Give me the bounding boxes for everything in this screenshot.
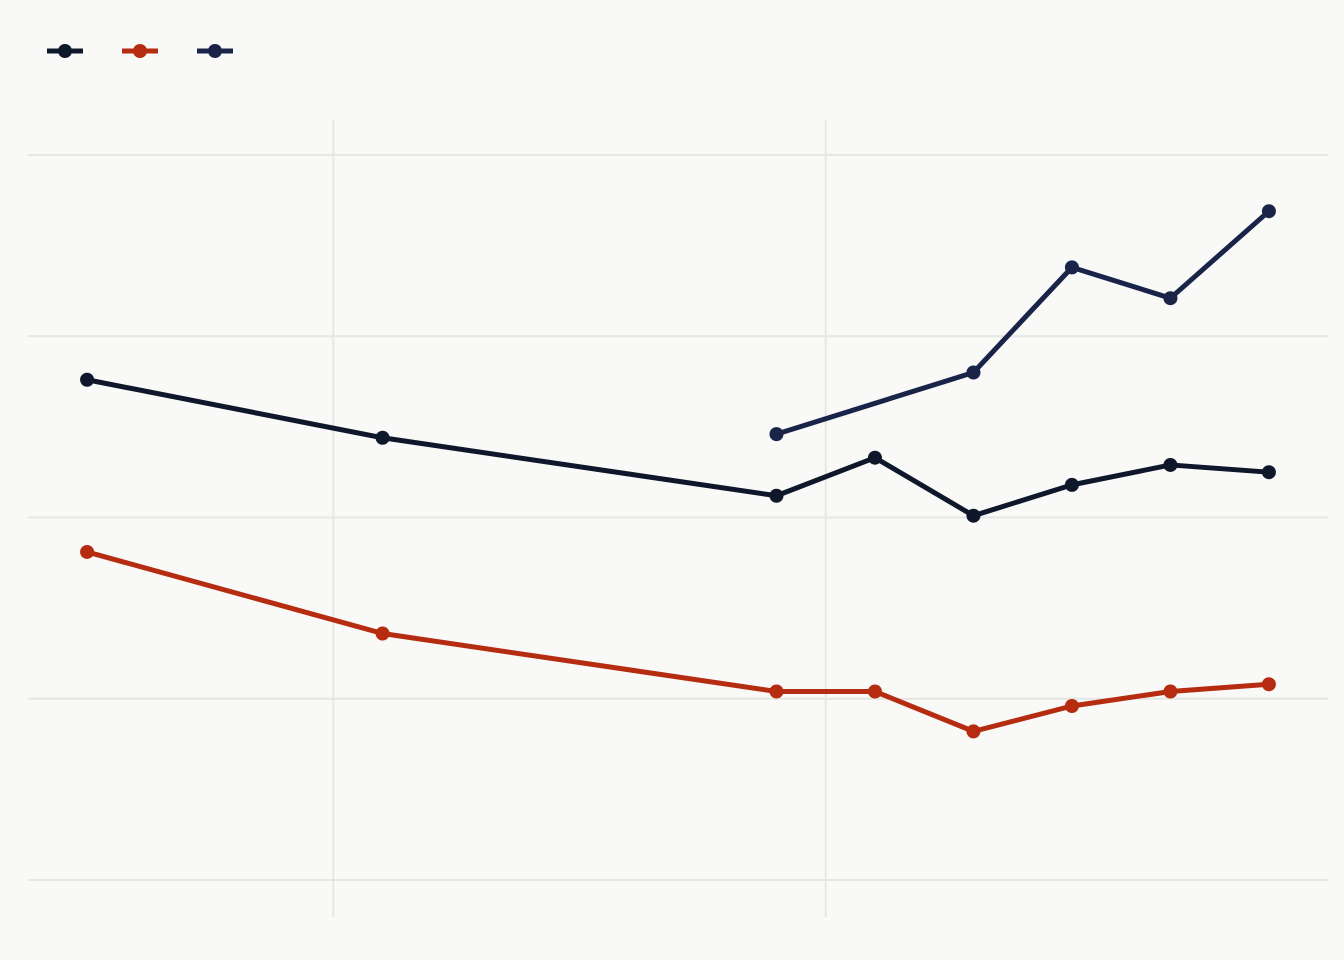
data-point (867, 684, 882, 699)
data-point (966, 508, 981, 523)
data-point (1261, 465, 1276, 480)
data-point (1163, 457, 1178, 472)
grid-lines (28, 120, 1328, 917)
series-2 (80, 544, 1276, 739)
data-point (1261, 204, 1276, 219)
data-point (1064, 477, 1079, 492)
data-point (1163, 684, 1178, 699)
series-3 (769, 204, 1276, 442)
data-point (769, 488, 784, 503)
legend (47, 44, 233, 58)
data-point (966, 365, 981, 380)
data-point (375, 430, 390, 445)
data-point (867, 450, 882, 465)
series-1 (80, 372, 1276, 523)
data-point (375, 626, 390, 641)
legend-marker (133, 44, 147, 58)
legend-item-1 (47, 44, 83, 58)
series-line (84, 377, 1272, 519)
series-line (84, 549, 1272, 734)
data-point (769, 684, 784, 699)
data-point (80, 544, 95, 559)
data-point (1064, 260, 1079, 275)
data-point (966, 724, 981, 739)
data-point (80, 372, 95, 387)
data-point (1261, 677, 1276, 692)
legend-marker (208, 44, 222, 58)
legend-item-3 (197, 44, 233, 58)
series-group (80, 204, 1276, 739)
data-point (1163, 291, 1178, 306)
data-point (1064, 699, 1079, 713)
data-point (769, 427, 784, 442)
legend-item-2 (122, 44, 158, 58)
legend-marker (58, 44, 72, 58)
